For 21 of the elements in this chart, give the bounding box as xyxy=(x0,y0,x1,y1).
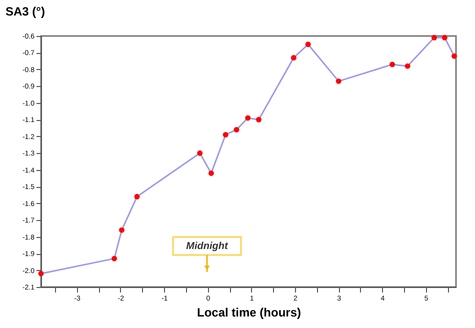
point xyxy=(431,34,437,40)
point xyxy=(442,34,448,40)
point xyxy=(222,132,228,138)
annotation: Midnight xyxy=(186,240,228,252)
point xyxy=(38,270,44,276)
point xyxy=(112,256,118,262)
point xyxy=(390,62,396,68)
point xyxy=(290,55,296,60)
point xyxy=(256,116,262,122)
point xyxy=(404,63,410,69)
point xyxy=(134,194,140,200)
point xyxy=(234,126,240,132)
point xyxy=(208,170,214,176)
x-axis-title: Local time (hours) xyxy=(196,306,302,320)
point xyxy=(336,78,342,84)
point xyxy=(305,42,311,48)
point xyxy=(245,115,251,121)
y-axis-title: SA3 (°) xyxy=(6,4,45,18)
point xyxy=(452,53,457,59)
point xyxy=(197,150,203,156)
point xyxy=(118,227,124,233)
